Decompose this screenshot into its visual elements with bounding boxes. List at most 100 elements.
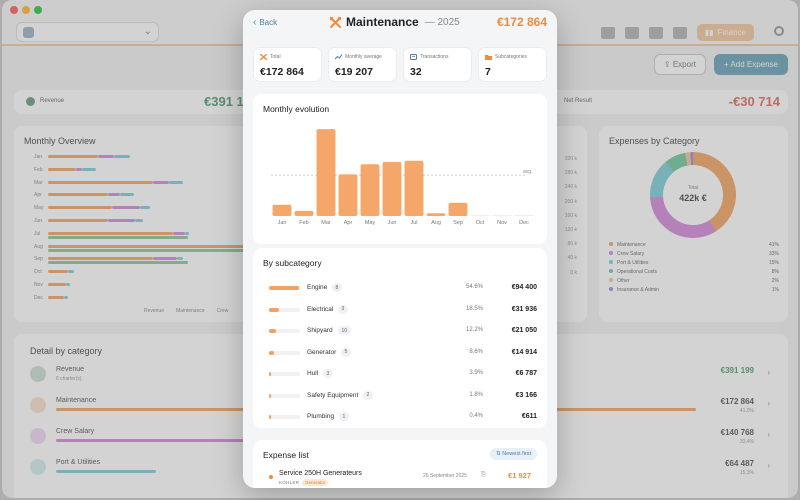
wrench-icon bbox=[260, 54, 267, 60]
chart-bar-jan[interactable] bbox=[272, 204, 292, 216]
legend-maintenance: Maintenance bbox=[176, 308, 205, 314]
detail-row[interactable]: Port & Utilities €64 487 15.3% › bbox=[30, 457, 780, 483]
chart-bar-feb[interactable] bbox=[294, 210, 314, 216]
kpi-monthly-average-value: €19 207 bbox=[335, 66, 373, 78]
chart-bar-sep[interactable] bbox=[448, 202, 468, 216]
subcategory-pct: 54.6% bbox=[465, 284, 483, 290]
chevron-down-icon: ⌄ bbox=[143, 26, 152, 37]
bar-chart-icon: ▮▮ bbox=[704, 28, 714, 37]
net-result-value: -€30 714 bbox=[728, 94, 780, 109]
subcategory-row[interactable]: Engine 8 54.6% €94 400 bbox=[263, 282, 539, 296]
expense-list-card: Expense list ⇅ Newest first Service 250H… bbox=[253, 440, 547, 488]
zoom-window-button[interactable] bbox=[34, 6, 42, 14]
expense-tag: Generator bbox=[302, 479, 329, 486]
add-expense-button[interactable]: + Add Expense bbox=[713, 54, 788, 75]
detail-row-value: €172 864 bbox=[720, 397, 754, 406]
subcategory-amount: €31 936 bbox=[511, 305, 537, 313]
chart-bar-jul[interactable] bbox=[404, 160, 424, 216]
overview-month-bar bbox=[48, 235, 188, 239]
chart-x-label: Sep bbox=[453, 220, 463, 226]
overview-month-bar bbox=[64, 295, 68, 299]
chart-bar-apr[interactable] bbox=[338, 174, 358, 216]
chart-bar-jun[interactable] bbox=[382, 161, 402, 216]
expense-name[interactable]: Service 250H Generateurs bbox=[279, 470, 362, 477]
by-subcategory-card: By subcategory Engine 8 54.6% €94 400 Electr… bbox=[253, 248, 547, 428]
overview-axis-tick: 80 k bbox=[567, 241, 577, 248]
minimize-window-button[interactable] bbox=[22, 6, 30, 14]
chart-bar-dec bbox=[514, 215, 534, 216]
subcategory-row[interactable]: Generator 5 8.6% €14 914 bbox=[263, 347, 539, 361]
people-icon[interactable] bbox=[624, 26, 639, 39]
by-subcategory-title: By subcategory bbox=[263, 258, 322, 268]
boat-icon bbox=[23, 27, 34, 38]
detail-row[interactable]: Revenue 6 charter(s) €391 199 › bbox=[30, 364, 780, 390]
overview-month-bar bbox=[76, 167, 82, 171]
category-donut-chart: Total 422k € bbox=[650, 152, 736, 238]
expense-amount: €1 927 bbox=[508, 471, 531, 480]
chart-bar-aug[interactable] bbox=[426, 213, 446, 216]
subcategory-share-bar bbox=[269, 286, 300, 290]
overview-month-bar bbox=[48, 295, 64, 299]
kpi-subcategories: Subcategories 7 bbox=[478, 47, 547, 82]
chart-bar-may[interactable] bbox=[360, 164, 380, 216]
subcategory-row[interactable]: Electrical 3 18.5% €31 936 bbox=[263, 304, 539, 318]
modal-total: €172 864 bbox=[496, 15, 547, 29]
subcategory-amount: €3 166 bbox=[515, 391, 537, 399]
detail-row-icon bbox=[30, 366, 46, 382]
subcategory-row[interactable]: Shipyard 10 12.2% €21 050 bbox=[263, 325, 539, 339]
subcategory-pct: 8.6% bbox=[469, 348, 483, 355]
overview-month-bar bbox=[112, 206, 140, 210]
fuel-icon[interactable] bbox=[672, 26, 687, 39]
export-button[interactable]: ⇪ Export bbox=[653, 54, 706, 75]
subcategory-row[interactable]: Safety Equipment 2 1.8% €3 166 bbox=[263, 390, 539, 404]
subcategory-row[interactable]: Hull 3 3.9% €6 787 bbox=[263, 368, 539, 382]
overview-month-bar bbox=[48, 155, 98, 158]
overview-month-bar bbox=[153, 257, 177, 261]
document-icon[interactable] bbox=[600, 26, 615, 39]
chart-x-label: Mar bbox=[321, 220, 331, 226]
overview-month-bar bbox=[140, 206, 150, 210]
revenue-value: €391 19 bbox=[204, 94, 251, 109]
overview-axis-tick: 280 k bbox=[564, 170, 577, 177]
attachment-icon[interactable]: ⎘ bbox=[481, 472, 486, 478]
chart-bar-nov bbox=[492, 215, 512, 216]
category-legend-name: Other bbox=[617, 278, 630, 284]
kpi-transactions-label: Transactions bbox=[420, 54, 449, 60]
monthly-evolution-chart: avg. Jan Feb Mar Apr May Jun Jul Aug Sep Oct Nov Dec bbox=[271, 129, 534, 226]
chart-icon bbox=[335, 54, 342, 60]
kpi-subcategories-value: 7 bbox=[485, 66, 491, 78]
expenses-by-category-title: Expenses by Category bbox=[609, 136, 700, 146]
category-legend-pct: 1% bbox=[771, 287, 779, 293]
overview-month-bar bbox=[48, 180, 153, 184]
chevron-right-icon: › bbox=[767, 461, 770, 470]
subcategory-share-track bbox=[269, 329, 300, 333]
gear-icon[interactable] bbox=[774, 26, 784, 36]
category-legend-dot bbox=[609, 260, 613, 264]
subcategory-row[interactable]: Plumbing 1 0.4% €611 bbox=[263, 411, 539, 425]
overview-month-bar bbox=[48, 257, 153, 261]
overview-month-label: Oct bbox=[34, 269, 42, 276]
chart-bar-mar[interactable] bbox=[316, 129, 336, 216]
overview-month-bar bbox=[120, 193, 134, 197]
overview-month-bar bbox=[48, 206, 112, 210]
subcategory-pct: 3.9% bbox=[469, 370, 483, 376]
detail-row-value: €140 768 bbox=[720, 428, 754, 437]
category-legend-row: Other 2% bbox=[609, 278, 779, 284]
subcategory-pct: 18.5% bbox=[465, 305, 483, 312]
back-button[interactable]: ‹ Back bbox=[253, 17, 277, 27]
revenue-icon bbox=[26, 97, 35, 106]
category-legend-dot bbox=[609, 242, 613, 246]
modal-header: ‹ Back Maintenance — 2025 €172 864 bbox=[243, 10, 557, 34]
book-icon[interactable] bbox=[648, 26, 663, 39]
tab-finance[interactable]: ▮▮ Finance bbox=[696, 24, 754, 41]
sort-newest-button[interactable]: ⇅ Newest first bbox=[490, 448, 537, 460]
close-window-button[interactable] bbox=[10, 6, 18, 14]
overview-month-bar bbox=[135, 219, 143, 222]
category-legend-name: Insurance & Admin bbox=[617, 287, 659, 293]
boat-selector[interactable]: ⌄ bbox=[16, 22, 159, 42]
overview-month-bar bbox=[153, 180, 169, 184]
expenses-by-category-card: Expenses by Category Total 422k € Mainte… bbox=[599, 126, 788, 322]
detail-row-name: Revenue bbox=[56, 366, 85, 373]
overview-month-bar bbox=[82, 167, 96, 171]
expense-vendor: KOHLER bbox=[279, 480, 300, 485]
